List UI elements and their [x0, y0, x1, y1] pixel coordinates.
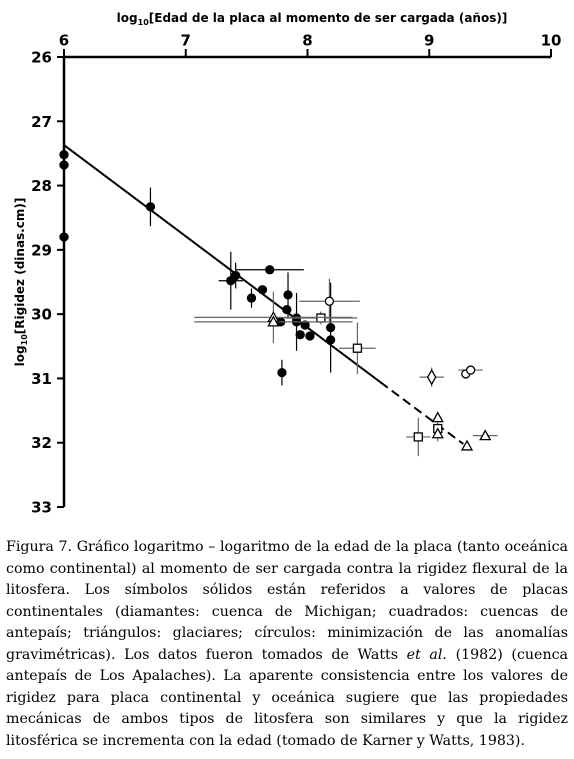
y-label-sub: 10 — [20, 334, 29, 346]
point — [324, 296, 335, 306]
point — [265, 265, 275, 275]
y-tick-label: 33 — [31, 499, 52, 517]
point — [426, 368, 437, 386]
point — [305, 331, 315, 341]
caption-text: (1982) (cuenca antepaís de Los Apalaches… — [6, 646, 568, 749]
x-label-sub: 10 — [138, 18, 150, 27]
point — [460, 439, 474, 451]
y-tick-label: 27 — [31, 113, 52, 131]
point — [246, 293, 257, 303]
y-tick-label: 32 — [31, 434, 52, 452]
x-tick-label: 9 — [424, 32, 434, 50]
y-tick-label: 30 — [31, 306, 52, 324]
chart: log10[Edad de la placa al momento de ser… — [13, 11, 562, 517]
x-tick-label: 10 — [541, 32, 562, 50]
point — [277, 367, 287, 378]
point — [59, 160, 69, 170]
y-tick-label: 31 — [31, 370, 52, 388]
fit-line — [63, 144, 382, 384]
point — [283, 290, 293, 300]
point — [282, 304, 292, 315]
x-tick-label: 8 — [302, 32, 312, 50]
point — [257, 285, 268, 295]
figure-caption: Figura 7. Gráfico logaritmo – logaritmo … — [6, 537, 568, 752]
x-tick-label: 7 — [181, 32, 191, 50]
point — [231, 270, 241, 281]
point — [300, 320, 310, 330]
point — [413, 432, 423, 442]
point — [267, 315, 280, 327]
caption-italic: et al. — [406, 646, 447, 663]
point — [431, 427, 444, 439]
point — [295, 330, 305, 340]
y-tick-label: 28 — [31, 177, 52, 195]
point — [479, 429, 492, 441]
x-tick-label: 6 — [59, 32, 69, 50]
point — [59, 150, 69, 160]
point — [325, 335, 336, 345]
y-tick-label: 29 — [31, 241, 52, 259]
y-label-text: [Rigidez (dinas.cm)] — [13, 198, 27, 335]
point — [465, 365, 476, 375]
point — [145, 202, 156, 212]
y-axis-label: log10[Rigidez (dinas.cm)] — [13, 198, 30, 367]
fit-line — [379, 381, 464, 445]
point — [316, 313, 326, 323]
point — [431, 411, 444, 423]
y-label-prefix: log — [13, 345, 27, 366]
x-label-text: [Edad de la placa al momento de ser carg… — [149, 11, 508, 25]
y-tick-label: 26 — [31, 49, 52, 67]
point — [352, 343, 363, 353]
x-label-prefix: log — [117, 11, 138, 25]
x-axis-label: log10[Edad de la placa al momento de ser… — [117, 11, 508, 28]
caption-text: Figura 7. Gráfico logaritmo – logaritmo … — [6, 539, 568, 663]
point — [59, 232, 69, 242]
point — [325, 322, 336, 333]
